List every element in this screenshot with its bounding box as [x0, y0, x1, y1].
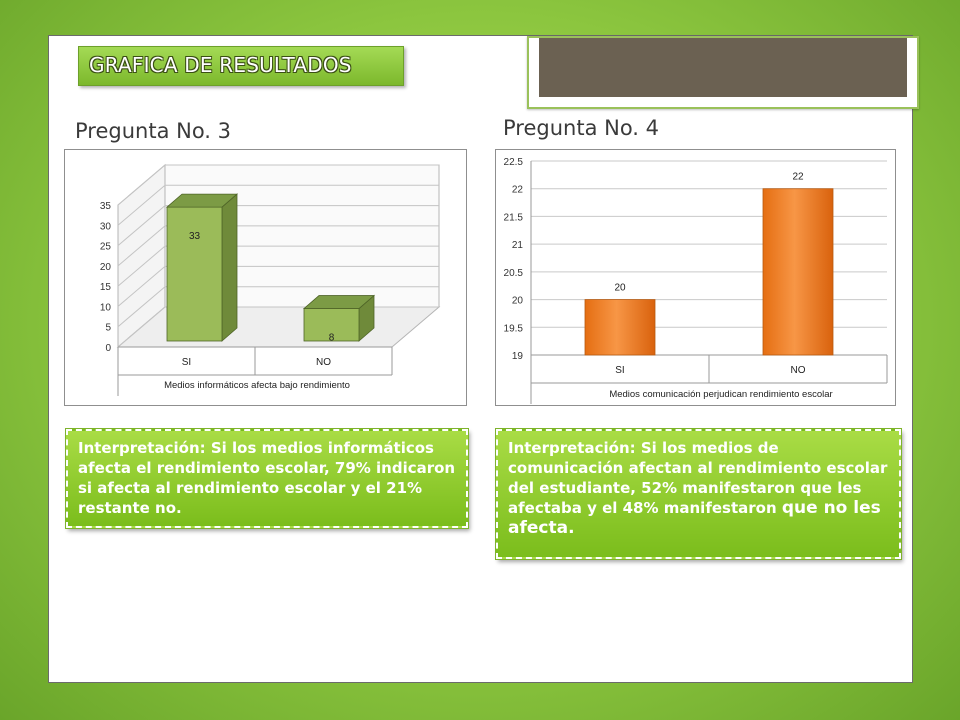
floor: [116, 306, 441, 348]
data-label: 33: [189, 231, 201, 242]
y-tick-label: 22.5: [504, 157, 524, 168]
chart-3-svg: 0 5 10 15 20 25 30 35 33 SI 8 NO Medios informáticos…: [100, 163, 441, 396]
data-label: 8: [329, 333, 335, 344]
bar: [762, 188, 834, 356]
photo-placeholder: [539, 38, 907, 97]
question-3-label: Pregunta No. 3: [75, 119, 232, 143]
chart-pregunta-4: 19 19.5 20 20.5 21 21.5 22 22.5 20 SI 22 NO Medios c…: [495, 149, 896, 406]
bar-top: [165, 193, 239, 208]
title-banner: GRAFICA DE RESULTADOS: [78, 46, 404, 86]
gridline: [117, 184, 439, 226]
interpretation-4-text: Interpretación: Si los medios de comunic…: [508, 439, 888, 517]
y-tick-label: 21: [512, 240, 524, 251]
bar-side: [221, 193, 238, 342]
y-tick-label: 30: [100, 221, 112, 232]
interpretation-4-tail: que no les afecta.: [508, 498, 881, 538]
y-tick-label: 19.5: [504, 323, 524, 334]
x-tick-label: NO: [316, 357, 331, 368]
x-tick-label: NO: [791, 365, 806, 376]
gridline: [117, 205, 439, 246]
y-tick-label: 35: [100, 201, 112, 212]
y-tick-label: 15: [100, 282, 112, 293]
y-tick-label: 22: [512, 185, 524, 196]
y-tick-label: 10: [100, 302, 112, 313]
question-4-label: Pregunta No. 4: [503, 116, 660, 140]
chart-pregunta-3: 0 5 10 15 20 25 30 35 33 SI 8 NO Medios informáticos…: [64, 149, 467, 406]
x-tick-label: SI: [182, 357, 191, 368]
x-axis-title: Medios informáticos afecta bajo rendimie…: [164, 380, 350, 391]
y-tick-label: 20: [512, 296, 524, 307]
gridline: [117, 286, 439, 328]
interpretation-3-text: Interpretación: Si los medios informátic…: [78, 439, 456, 517]
decorative-photo-frame: [527, 36, 919, 109]
data-label: 22: [792, 172, 804, 183]
x-axis-title: Medios comunicación perjudican rendimien…: [609, 389, 832, 400]
y-tick-label: 21.5: [504, 212, 524, 223]
page-title: GRAFICA DE RESULTADOS: [89, 53, 352, 77]
y-tick-label: 19: [512, 351, 524, 362]
y-tick-label: 20: [100, 262, 112, 273]
interpretation-4: Interpretación: Si los medios de comunic…: [495, 428, 902, 560]
bar: [166, 206, 223, 342]
gridline: [117, 164, 439, 206]
bar: [584, 299, 656, 356]
bar-top: [302, 295, 376, 309]
gridline: [117, 245, 439, 287]
y-tick-label: 5: [105, 323, 111, 334]
y-tick-label: 20.5: [504, 268, 524, 279]
interpretation-3: Interpretación: Si los medios informátic…: [65, 428, 469, 529]
x-tick-label: SI: [615, 365, 624, 376]
gridline: [117, 265, 439, 307]
data-label: 20: [614, 283, 626, 294]
chart-4-svg: 19 19.5 20 20.5 21 21.5 22 22.5 20 SI 22 NO Medios c…: [504, 157, 888, 404]
y-tick-label: 0: [105, 343, 111, 354]
gridline: [117, 225, 439, 267]
y-tick-label: 25: [100, 242, 112, 253]
